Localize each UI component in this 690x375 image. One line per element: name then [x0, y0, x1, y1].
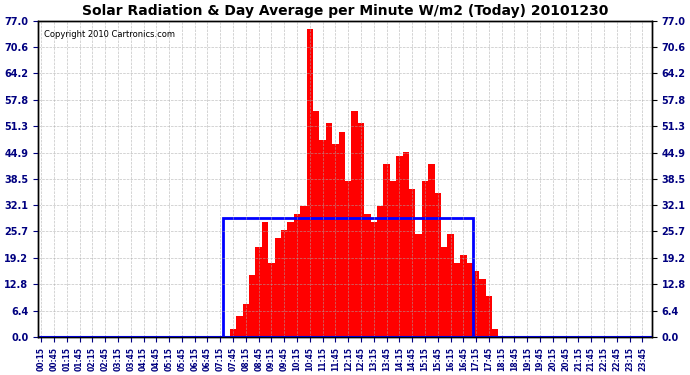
- Bar: [466, 263, 473, 337]
- Bar: [339, 132, 345, 337]
- Bar: [255, 247, 262, 337]
- Bar: [371, 222, 377, 337]
- Bar: [345, 181, 351, 337]
- Bar: [480, 279, 486, 337]
- Bar: [415, 234, 422, 337]
- Bar: [288, 222, 294, 337]
- Bar: [319, 140, 326, 337]
- Bar: [492, 329, 498, 337]
- Bar: [306, 29, 313, 337]
- Bar: [435, 193, 441, 337]
- Bar: [396, 156, 402, 337]
- Bar: [281, 230, 288, 337]
- Bar: [268, 263, 275, 337]
- Bar: [351, 111, 358, 337]
- Bar: [486, 296, 492, 337]
- Bar: [230, 329, 236, 337]
- Bar: [313, 111, 319, 337]
- Bar: [428, 165, 435, 337]
- Bar: [275, 238, 281, 337]
- Bar: [249, 275, 255, 337]
- Bar: [326, 123, 332, 337]
- Bar: [243, 304, 249, 337]
- Bar: [332, 144, 339, 337]
- Bar: [422, 181, 428, 337]
- Bar: [460, 255, 466, 337]
- Bar: [377, 206, 384, 337]
- Bar: [384, 165, 390, 337]
- Bar: [236, 316, 243, 337]
- Bar: [447, 234, 454, 337]
- Bar: [454, 263, 460, 337]
- Bar: [358, 123, 364, 337]
- Bar: [294, 214, 300, 337]
- Text: Copyright 2010 Cartronics.com: Copyright 2010 Cartronics.com: [44, 30, 175, 39]
- Bar: [402, 152, 409, 337]
- Bar: [390, 181, 396, 337]
- Bar: [364, 214, 371, 337]
- Bar: [300, 206, 306, 337]
- Bar: [441, 247, 447, 337]
- Bar: [262, 222, 268, 337]
- Bar: [473, 271, 480, 337]
- Title: Solar Radiation & Day Average per Minute W/m2 (Today) 20101230: Solar Radiation & Day Average per Minute…: [82, 4, 608, 18]
- Bar: [409, 189, 415, 337]
